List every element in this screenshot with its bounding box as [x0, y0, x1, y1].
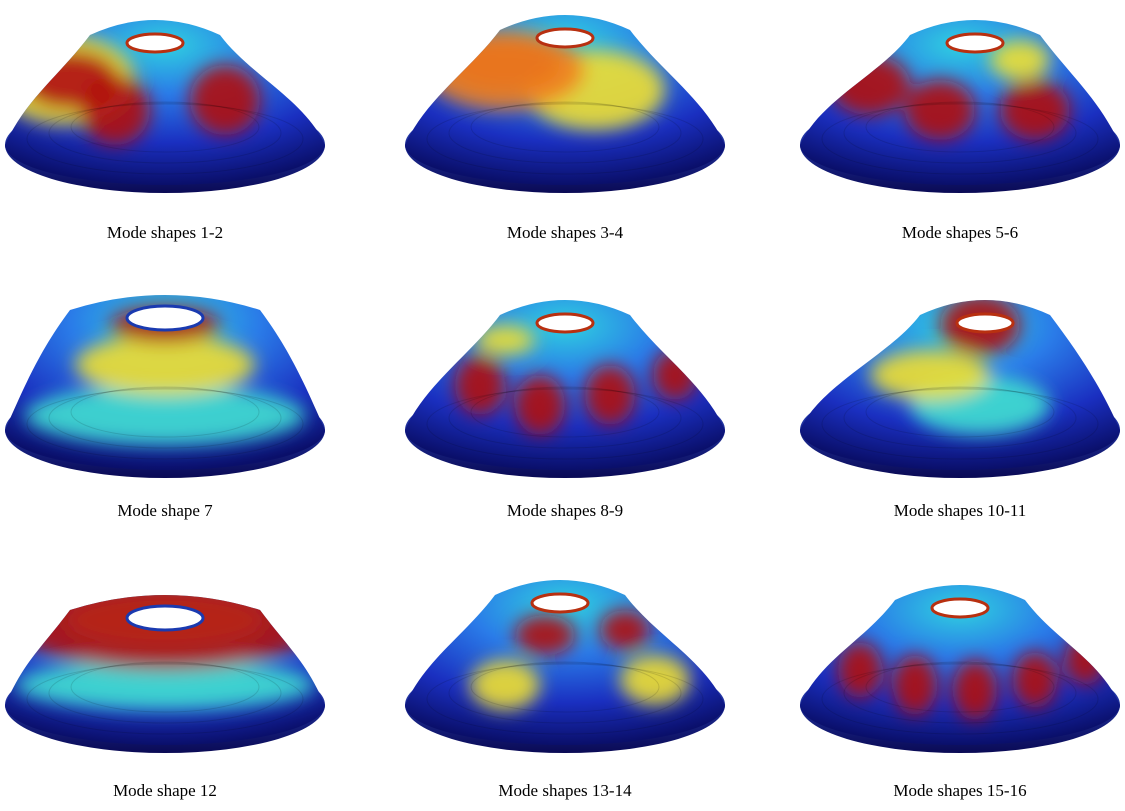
top-opening — [125, 32, 185, 54]
caption: Mode shapes 3-4 — [507, 223, 624, 242]
mesh-line — [843, 662, 1077, 724]
top-opening — [535, 312, 595, 334]
lobe — [870, 350, 990, 400]
mesh-line — [470, 661, 660, 713]
lobe — [20, 50, 120, 110]
top-opening — [125, 304, 205, 332]
lobe — [905, 80, 975, 140]
mesh-line — [48, 102, 282, 164]
lobe — [838, 642, 882, 698]
mode-shape-panel — [800, 20, 1120, 193]
mode-shape-panel — [405, 580, 725, 753]
lobe — [830, 55, 910, 115]
top-opening — [530, 592, 590, 614]
lobe — [25, 385, 305, 445]
mesh-line — [865, 101, 1055, 153]
mesh-line — [821, 103, 1099, 175]
lobe — [15, 660, 315, 710]
mesh-line — [821, 388, 1099, 460]
lobe — [1000, 80, 1070, 140]
mesh-line — [470, 101, 660, 153]
caption: Mode shapes 5-6 — [902, 223, 1018, 242]
mode-lobes — [830, 40, 1070, 140]
caption: Mode shape 7 — [117, 501, 213, 520]
lobe — [515, 375, 565, 435]
caption: Mode shapes 10-11 — [894, 501, 1027, 520]
lobe — [620, 655, 690, 705]
top-opening — [945, 32, 1005, 54]
lobe — [893, 655, 937, 715]
mesh-line — [26, 388, 304, 460]
caption: Mode shapes 8-9 — [507, 501, 623, 520]
mesh-line — [70, 661, 260, 713]
mode-lobes — [15, 595, 315, 710]
mesh-line — [426, 103, 704, 175]
caption: Mode shape 12 — [113, 781, 217, 800]
mesh-line — [865, 661, 1055, 713]
mesh-line — [426, 388, 704, 460]
mode-lobes — [470, 610, 690, 710]
mode-shape-panel — [405, 300, 725, 478]
lobe — [600, 610, 650, 650]
lobe — [515, 615, 575, 655]
mesh-line — [426, 663, 704, 735]
top-opening — [930, 597, 990, 619]
lobe — [585, 365, 635, 425]
mesh-line — [26, 103, 304, 175]
mode-shape-panel — [800, 585, 1120, 753]
top-opening — [125, 604, 205, 632]
mesh-line — [70, 101, 260, 153]
mesh-line — [448, 662, 682, 724]
mode-shape-panel — [5, 20, 325, 193]
mode-shape-panel — [5, 295, 325, 478]
mesh-line — [26, 663, 304, 735]
mesh-line — [821, 663, 1099, 735]
mode-shape-panel — [5, 595, 325, 753]
top-opening — [535, 27, 595, 49]
mesh-line — [70, 386, 260, 438]
lobe — [1065, 635, 1105, 685]
mesh-line — [448, 102, 682, 164]
lobe — [190, 65, 260, 135]
mode-shape-panel — [405, 15, 725, 193]
mesh-line — [448, 387, 682, 449]
lobe — [475, 325, 535, 355]
mode-lobes — [870, 300, 1050, 435]
mode-lobes — [838, 635, 1105, 720]
lobe — [470, 660, 540, 710]
mode-lobes — [455, 325, 697, 435]
lobe — [953, 660, 997, 720]
mesh-line — [48, 662, 282, 724]
lobe — [653, 350, 697, 400]
caption: Mode shapes 1-2 — [107, 223, 223, 242]
mode-shape-panel — [800, 300, 1120, 478]
mesh-line — [843, 387, 1077, 449]
lobe — [990, 40, 1050, 80]
lobe — [1013, 652, 1057, 708]
caption: Mode shapes 13-14 — [498, 781, 632, 800]
mesh-line — [865, 386, 1055, 438]
lobe — [455, 355, 505, 415]
mesh-line — [470, 386, 660, 438]
caption: Mode shapes 15-16 — [893, 781, 1026, 800]
mesh-line — [843, 102, 1077, 164]
top-opening — [955, 312, 1015, 334]
mesh-line — [48, 387, 282, 449]
lobe — [75, 335, 255, 395]
